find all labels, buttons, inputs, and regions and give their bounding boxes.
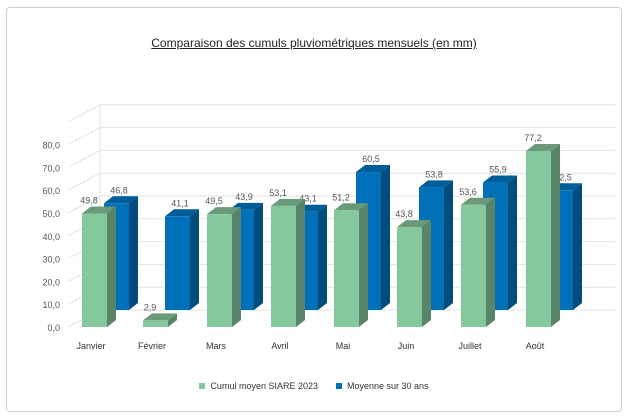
bar-cumul-siare-side [296, 198, 305, 327]
x-tick-label: Mai [336, 341, 351, 351]
data-label: 46,8 [110, 185, 128, 195]
legend: Cumul moyen SIARE 2023 Moyenne sur 30 an… [0, 381, 628, 391]
side-gridline [67, 195, 101, 214]
bar-moyenne-30-ans-side [254, 202, 263, 310]
bar-moyenne-30-ans-side [508, 175, 517, 310]
data-label: 55,9 [489, 165, 507, 175]
data-label: 53,8 [425, 169, 443, 179]
x-tick-label: Avril [271, 341, 288, 351]
y-tick-label: 20,0 [42, 277, 60, 287]
legend-swatch-30ans [336, 383, 342, 389]
data-label: 43,1 [299, 194, 317, 204]
bar-cumul-siare-top [271, 198, 305, 206]
data-label: 43,8 [395, 209, 413, 219]
bar-cumul-siare-top [526, 143, 560, 151]
data-label: 49,8 [80, 195, 98, 205]
y-tick-label: 40,0 [42, 232, 60, 242]
side-gridline [67, 149, 101, 168]
data-label: 41,1 [171, 198, 189, 208]
data-label: 60,5 [362, 154, 380, 164]
bar-moyenne-30-ans [165, 216, 190, 310]
bar-cumul-siare [143, 320, 168, 327]
bar-cumul-siare-side [422, 220, 431, 327]
side-gridline [67, 172, 101, 191]
bar-cumul-siare-side [107, 206, 116, 327]
bar-cumul-siare [271, 205, 296, 327]
bar-moyenne-30-ans-top [104, 196, 138, 204]
bar-moyenne-30-ans-side [444, 180, 453, 310]
bar-cumul-siare-side [232, 207, 241, 327]
x-tick-label: Février [138, 341, 166, 351]
bar-cumul-siare-top [397, 220, 431, 228]
bar-moyenne-30-ans-side [190, 209, 199, 310]
legend-label: Cumul moyen SIARE 2023 [210, 381, 318, 391]
x-tick-label: Juillet [458, 341, 482, 351]
bar-cumul-siare-side [359, 203, 368, 327]
bar-moyenne-30-ans-top [483, 175, 517, 183]
bar-cumul-siare-top [82, 206, 116, 214]
y-tick-label: 50,0 [42, 209, 60, 219]
bar-cumul-siare [82, 213, 107, 327]
data-label: 53,6 [459, 187, 477, 197]
bar-moyenne-30-ans-side [318, 204, 327, 310]
x-tick-label: Janvier [76, 341, 105, 351]
chart-title: Comparaison des cumuls pluviométriques m… [151, 36, 477, 50]
y-tick-label: 70,0 [42, 163, 60, 173]
x-tick-label: Mars [206, 341, 226, 351]
legend-item-siare[interactable]: Cumul moyen SIARE 2023 [199, 381, 318, 391]
bar-cumul-siare-top [334, 203, 368, 211]
legend-item-30ans[interactable]: Moyenne sur 30 ans [336, 381, 429, 391]
data-label: 49,5 [205, 196, 223, 206]
y-tick-label: 0,0 [47, 323, 60, 333]
bar-moyenne-30-ans-side [129, 196, 138, 310]
bar-cumul-siare [397, 227, 422, 327]
bar-moyenne-30-ans-side [573, 183, 582, 310]
data-label: 77,2 [524, 133, 542, 143]
side-gridline [67, 104, 101, 123]
data-label: 2,9 [144, 302, 157, 312]
data-label: 53,1 [269, 188, 287, 198]
legend-label: Moyenne sur 30 ans [347, 381, 429, 391]
data-label: 52,5 [554, 172, 572, 182]
y-tick-label: 30,0 [42, 255, 60, 265]
legend-swatch-siare [199, 383, 206, 389]
x-tick-label: Août [526, 341, 545, 351]
bar-cumul-siare-side [168, 313, 177, 327]
bar-moyenne-30-ans-top [356, 165, 390, 173]
bar-cumul-siare-top [207, 207, 241, 215]
data-label: 51,2 [332, 192, 350, 202]
bar-cumul-siare-top [143, 313, 177, 321]
bar-moyenne-30-ans-top [165, 209, 199, 217]
data-label: 43,9 [235, 192, 253, 202]
bar-cumul-siare [526, 150, 551, 327]
y-tick-label: 10,0 [42, 300, 60, 310]
bar-cumul-siare [461, 204, 486, 327]
chart-frame [6, 7, 622, 412]
bar-cumul-siare [207, 214, 232, 327]
side-gridline [67, 127, 101, 146]
y-tick-label: 60,0 [42, 186, 60, 196]
bar-cumul-siare-top [461, 197, 495, 205]
bar-moyenne-30-ans-top [419, 180, 453, 188]
y-tick-label: 80,0 [42, 141, 60, 151]
bar-cumul-siare-side [551, 143, 560, 327]
x-tick-label: Juin [398, 341, 415, 351]
bar-cumul-siare [334, 210, 359, 327]
bar-moyenne-30-ans-side [381, 165, 390, 310]
bar-cumul-siare-side [486, 197, 495, 327]
